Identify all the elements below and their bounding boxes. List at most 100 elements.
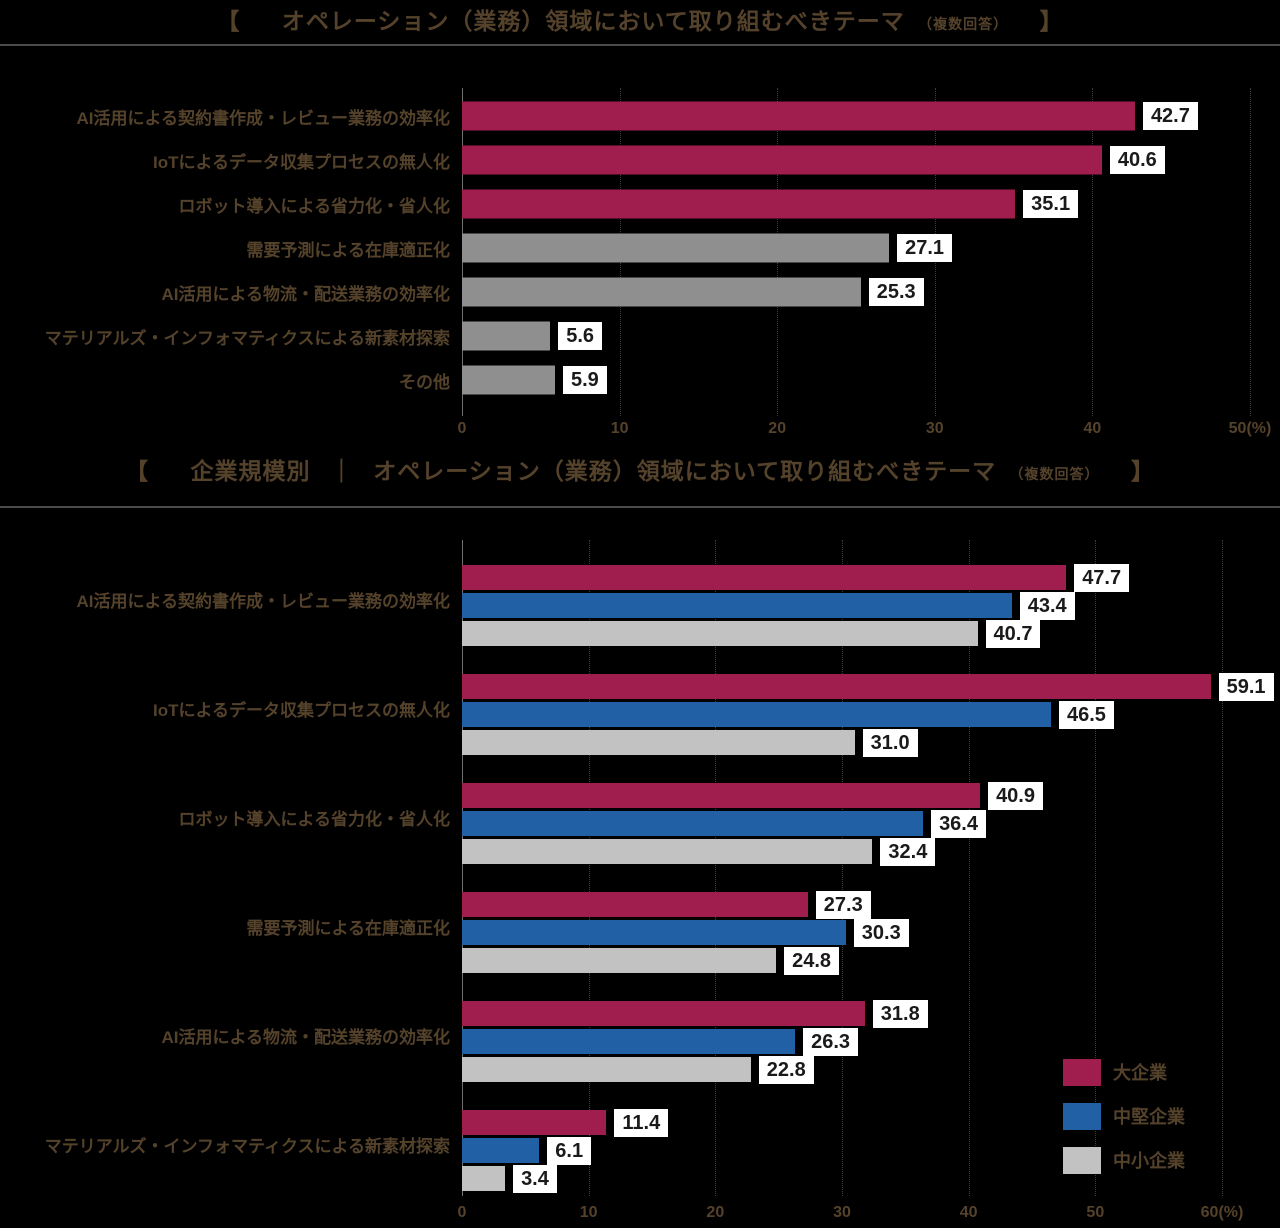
chart2-group: 需要予測による在庫適正化 27.3 30.3 24.8 (0, 872, 1280, 981)
category-label: AI活用による物流・配送業務の効率化 (0, 280, 462, 305)
bar (462, 101, 1135, 131)
bar-中小企業 (462, 730, 855, 755)
bar-line: 6.1 (462, 1136, 1222, 1165)
chart1-rows: AI活用による契約書作成・レビュー業務の効率化 42.7 IoTによるデータ収集プロ… (0, 94, 1280, 402)
chart1-title-bracket-close: 】 (1039, 8, 1064, 34)
group-bars: 47.7 43.4 40.7 (462, 563, 1222, 654)
chart2-title-separator: ｜ (329, 458, 354, 484)
value-label: 25.3 (868, 278, 924, 306)
x-tick-label: 20 (706, 1204, 725, 1221)
bar (462, 365, 555, 395)
value-label: 59.1 (1218, 672, 1274, 701)
value-label: 27.1 (897, 234, 953, 262)
category-label: 需要予測による在庫適正化 (0, 914, 462, 939)
x-tick-label: 40 (959, 1204, 978, 1221)
legend-label: 中堅企業 (1113, 1107, 1185, 1127)
category-label: その他 (0, 368, 462, 393)
bar (462, 321, 551, 351)
gridline (968, 540, 970, 1196)
chart-operations-themes: AI活用による契約書作成・レビュー業務の効率化 42.7 IoTによるデータ収集プロ… (0, 88, 1280, 452)
value-label: 30.3 (853, 918, 909, 947)
gridline (1250, 88, 1251, 416)
bar-中堅企業 (462, 1138, 540, 1163)
chart1-row: 需要予測による在庫適正化 27.1 (0, 226, 1280, 270)
value-label: 35.1 (1023, 190, 1079, 218)
bar-中小企業 (462, 839, 873, 864)
category-label: IoTによるデータ収集プロセスの無人化 (0, 148, 462, 173)
category-label-text: AI活用による契約書作成・レビュー業務の効率化 (76, 592, 451, 611)
legend-swatch (1063, 1102, 1101, 1130)
chart2-title: 【 企業規模別 ｜ オペレーション（業務）領域において取り組むべきテーマ （複数… (0, 452, 1280, 486)
bar-line: 40.9 (462, 781, 1222, 810)
category-label: ロボット導入による省力化・省人化 (0, 805, 462, 830)
category-label: マテリアルズ・インフォマティクスによる新素材探索 (0, 1132, 462, 1157)
category-label: マテリアルズ・インフォマティクスによる新素材探索 (0, 324, 462, 349)
bar-中堅企業 (462, 920, 846, 945)
category-label-text: AI活用による物流・配送業務の効率化 (161, 1028, 451, 1047)
x-tick-label: 50 (1086, 1204, 1105, 1221)
value-label: 36.4 (931, 809, 986, 838)
chart2-title-bracket-close: 】 (1130, 458, 1155, 484)
category-label-text: ロボット導入による省力化・省人化 (178, 810, 451, 829)
chart1-row: AI活用による契約書作成・レビュー業務の効率化 42.7 (0, 94, 1280, 138)
bar-line: 36.4 (462, 809, 1222, 838)
bar-line: 27.3 (462, 890, 1222, 919)
value-label: 3.4 (513, 1164, 557, 1193)
legend-label: 大企業 (1113, 1063, 1167, 1083)
x-tick-label: 20 (768, 420, 787, 437)
category-label-text: 需要予測による在庫適正化 (246, 919, 451, 938)
bar-line: 24.8 (462, 946, 1222, 975)
value-label: 40.9 (988, 781, 1043, 810)
group-bars: 31.8 26.3 22.8 (462, 999, 1222, 1090)
bar-area: 5.6 (462, 314, 1250, 358)
chart1-x-axis: 0 10 20 30 40 50(%) (0, 420, 1280, 444)
bar-大企業 (462, 1001, 865, 1026)
category-label-text: IoTによるデータ収集プロセスの無人化 (153, 701, 450, 720)
bar-中小企業 (462, 948, 777, 973)
bar-中堅企業 (462, 811, 924, 836)
bar-line: 30.3 (462, 918, 1222, 947)
x-tick-label: 30 (833, 1204, 851, 1221)
bar (462, 233, 890, 263)
category-label-text: IoTによるデータ収集プロセスの無人化 (153, 152, 450, 172)
bar (462, 145, 1102, 175)
value-label: 43.4 (1019, 591, 1075, 620)
bar-大企業 (462, 674, 1211, 699)
category-label-text: 需要予測による在庫適正化 (246, 240, 451, 260)
value-label: 46.5 (1059, 700, 1114, 729)
value-label: 47.7 (1074, 563, 1130, 592)
value-label: 6.1 (547, 1136, 592, 1165)
bar-line: 26.3 (462, 1027, 1222, 1056)
legend-item: 大企業 (1063, 1058, 1185, 1086)
bar-line: 11.4 (462, 1108, 1222, 1137)
bar-line: 31.8 (462, 999, 1222, 1028)
category-label-text: ロボット導入による省力化・省人化 (178, 196, 451, 216)
category-label: AI活用による契約書作成・レビュー業務の効率化 (0, 587, 462, 612)
bar-area: 5.9 (462, 358, 1250, 402)
legend: 大企業 中堅企業 中小企業 (1063, 1058, 1185, 1190)
bar-line: 31.0 (462, 728, 1222, 757)
value-label: 31.8 (872, 999, 928, 1028)
bar (462, 189, 1016, 219)
category-label: ロボット導入による省力化・省人化 (0, 192, 462, 217)
chart1-row: IoTによるデータ収集プロセスの無人化 40.6 (0, 138, 1280, 182)
bar-大企業 (462, 892, 808, 917)
value-label: 40.7 (985, 619, 1041, 648)
group-bars: 59.1 46.5 31.0 (462, 672, 1274, 763)
axis-zero-line (462, 540, 463, 1196)
value-label: 26.3 (803, 1027, 859, 1056)
divider-top (0, 44, 1280, 46)
chart2-group: マテリアルズ・インフォマティクスによる新素材探索 11.4 6.1 3.4 (0, 1090, 1280, 1199)
bar-line: 46.5 (462, 700, 1222, 729)
value-label: 27.3 (815, 890, 871, 919)
bar-中堅企業 (462, 593, 1012, 618)
bar-中小企業 (462, 1057, 751, 1082)
x-tick-label: 40 (1083, 420, 1102, 437)
chart2-group: AI活用による契約書作成・レビュー業務の効率化 47.7 43.4 40.7 (0, 545, 1280, 654)
bar (462, 277, 861, 307)
chart1-row: ロボット導入による省力化・省人化 35.1 (0, 182, 1280, 226)
bar-中小企業 (462, 1166, 506, 1191)
gridline (715, 540, 717, 1196)
category-label: 需要予測による在庫適正化 (0, 236, 462, 261)
chart2-group: ロボット導入による省力化・省人化 40.9 36.4 32.4 (0, 763, 1280, 872)
